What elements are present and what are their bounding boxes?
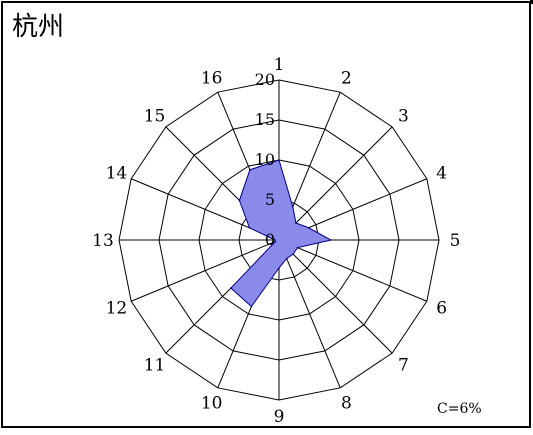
direction-label-2: 2 <box>341 68 352 88</box>
grid-spoke-6 <box>278 239 428 302</box>
series-point-4 <box>307 226 310 229</box>
direction-label-12: 12 <box>106 298 128 318</box>
grid-spoke-3 <box>278 126 393 241</box>
direction-label-4: 4 <box>436 164 447 184</box>
direction-label-6: 6 <box>436 298 447 318</box>
direction-label-8: 8 <box>341 394 352 414</box>
direction-label-9: 9 <box>274 407 285 427</box>
direction-label-16: 16 <box>201 68 223 88</box>
direction-label-13: 13 <box>92 231 114 251</box>
calm-note: C=6% <box>437 401 482 417</box>
series-point-10 <box>250 305 253 308</box>
series-point-2 <box>291 205 294 208</box>
chart-border <box>1 1 531 428</box>
direction-label-14: 14 <box>106 164 128 184</box>
ring-label-5: 5 <box>265 190 275 209</box>
series-point-8 <box>285 257 288 260</box>
ring-label-0: 0 <box>265 230 275 249</box>
ring-label-20: 20 <box>255 70 275 89</box>
series-layer <box>230 159 333 308</box>
series-point-6 <box>296 246 299 249</box>
series-point-9 <box>278 267 280 269</box>
direction-label-15: 15 <box>144 107 166 127</box>
direction-label-7: 7 <box>398 355 409 375</box>
series-area-0 <box>230 159 333 308</box>
direction-label-1: 1 <box>274 55 285 75</box>
direction-label-10: 10 <box>201 394 223 414</box>
series-point-12 <box>274 240 277 243</box>
grid-spoke-7 <box>278 239 393 354</box>
ring-labels: 0 5 10 15 20 <box>255 70 275 249</box>
polar-grid <box>118 79 440 401</box>
series-point-1 <box>278 159 280 161</box>
series-point-5 <box>330 239 332 241</box>
ring-label-10: 10 <box>255 150 275 169</box>
direction-label-3: 3 <box>398 107 409 127</box>
grid-spoke-8 <box>278 239 341 389</box>
series-point-13 <box>274 239 276 241</box>
series-point-16 <box>249 168 251 171</box>
series-point-7 <box>292 253 294 255</box>
ring-label-15: 15 <box>255 110 275 129</box>
direction-label-11: 11 <box>144 355 166 375</box>
chart-title: 杭州 <box>12 12 64 42</box>
series-point-11 <box>230 287 232 289</box>
series-point-15 <box>238 199 241 202</box>
series-point-14 <box>248 226 251 229</box>
direction-label-5: 5 <box>450 231 461 251</box>
grid-spoke-12 <box>130 239 280 302</box>
series-point-3 <box>295 222 297 224</box>
